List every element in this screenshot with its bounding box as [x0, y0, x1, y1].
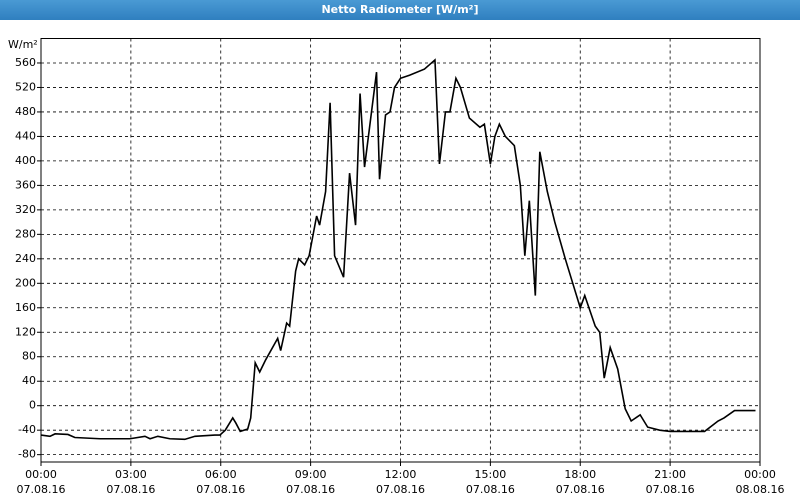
y-tick-label: 120 [15, 325, 36, 338]
y-tick-label: 440 [15, 129, 36, 142]
y-tick-label: 0 [29, 399, 36, 412]
x-tick-date: 07.08.16 [106, 483, 155, 496]
y-tick-label: 240 [15, 252, 36, 265]
y-tick-label: 160 [15, 301, 36, 314]
x-tick-date: 07.08.16 [17, 483, 66, 496]
x-tick-date: 07.08.16 [466, 483, 515, 496]
y-tick-label: 480 [15, 105, 36, 118]
y-tick-label: -80 [18, 448, 36, 461]
y-tick-label: 40 [22, 374, 36, 387]
y-unit: W/m² [8, 38, 38, 51]
x-tick-label: 18:00 [564, 468, 596, 481]
x-tick-label: 15:00 [475, 468, 507, 481]
x-tick-date: 08.08.16 [736, 483, 785, 496]
x-tick-date: 07.08.16 [196, 483, 245, 496]
y-tick-label: 400 [15, 154, 36, 167]
y-tick-label: 280 [15, 227, 36, 240]
y-tick-label: 80 [22, 350, 36, 363]
x-tick-label: 21:00 [654, 468, 686, 481]
title-bar: Netto Radiometer [W/m²] [0, 0, 800, 20]
y-tick-label: 360 [15, 178, 36, 191]
x-tick-date: 07.08.16 [646, 483, 695, 496]
x-tick-label: 09:00 [295, 468, 327, 481]
x-tick-label: 03:00 [115, 468, 147, 481]
x-tick-date: 07.08.16 [286, 483, 335, 496]
y-tick-label: 520 [15, 80, 36, 93]
data-line [40, 58, 756, 441]
x-tick-label: 00:00 [25, 468, 57, 481]
y-tick-label: -40 [18, 423, 36, 436]
x-tick-label: 06:00 [205, 468, 237, 481]
x-tick-label: 00:00 [744, 468, 776, 481]
y-tick-label: 320 [15, 203, 36, 216]
y-tick-label: 200 [15, 276, 36, 289]
x-tick-date: 07.08.16 [376, 483, 425, 496]
x-tick-date: 07.08.16 [556, 483, 605, 496]
y-tick-label: 560 [15, 56, 36, 69]
x-tick-label: 12:00 [385, 468, 417, 481]
